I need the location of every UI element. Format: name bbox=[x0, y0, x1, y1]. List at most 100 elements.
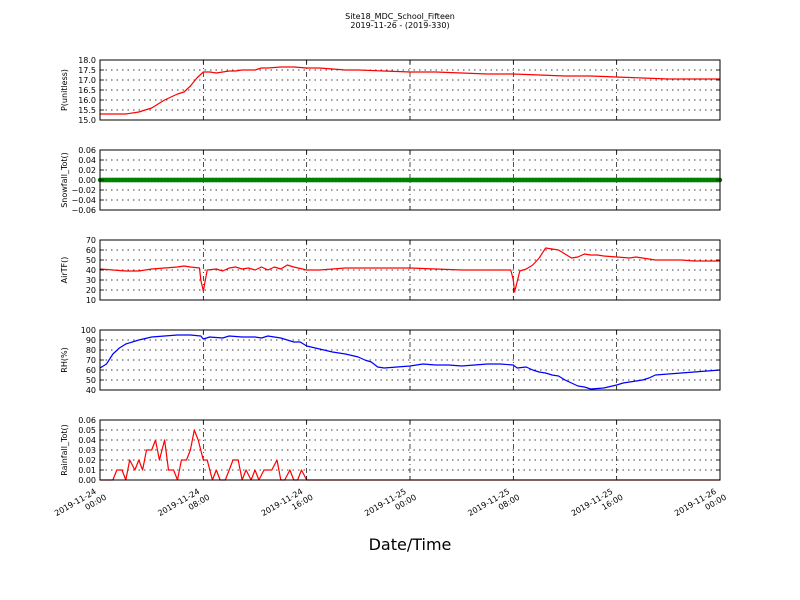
panel-2-marker bbox=[359, 177, 364, 183]
chart-title: Site18_MDC_School_Fifteen bbox=[345, 12, 455, 21]
panel-2-marker bbox=[149, 177, 154, 183]
panel-3-series-line bbox=[99, 247, 720, 293]
panel-2-marker bbox=[475, 177, 481, 183]
panel-2-marker bbox=[246, 177, 251, 183]
panel-2-marker bbox=[675, 177, 681, 183]
xtick-label: 2019-11-2400:00 bbox=[53, 484, 108, 527]
panel-2-marker bbox=[168, 177, 174, 183]
panel-1-ytick-label: 15.5 bbox=[78, 106, 96, 115]
panel-1-ytick-label: 16.0 bbox=[78, 96, 96, 105]
panel-3-ytick-label: 70 bbox=[86, 236, 96, 245]
panel-3-ytick-label: 50 bbox=[86, 256, 96, 265]
panel-2-marker bbox=[369, 177, 374, 183]
panel-2-marker bbox=[494, 177, 500, 183]
panel-2-marker bbox=[278, 177, 284, 183]
panel-2-marker bbox=[243, 177, 248, 183]
panel-2-marker bbox=[117, 177, 122, 183]
panel-4-series-line bbox=[99, 334, 721, 390]
panel-2-marker bbox=[139, 177, 145, 183]
panel-2-marker bbox=[430, 177, 435, 183]
panel-2-marker bbox=[336, 177, 342, 183]
panel-2-marker bbox=[197, 177, 203, 183]
panel-2-marker bbox=[520, 177, 526, 183]
panel-2-marker bbox=[543, 177, 548, 183]
panel-2-marker bbox=[524, 177, 529, 183]
panel-2-marker bbox=[143, 177, 148, 183]
panel-2-ytick-label: 0.02 bbox=[78, 166, 96, 175]
panel-1-ytick-label: 16.5 bbox=[78, 86, 96, 95]
panel-1-series-line bbox=[100, 66, 720, 115]
panel-2-marker bbox=[262, 177, 267, 183]
panel-2-marker bbox=[136, 177, 141, 183]
panel-2-marker bbox=[540, 177, 545, 183]
panel-2-marker bbox=[504, 177, 510, 183]
panel-2-marker bbox=[343, 177, 348, 183]
xtick-label: 2019-11-2416:00 bbox=[260, 484, 315, 527]
panel-2-marker bbox=[268, 177, 274, 183]
panel-3-ytick-label: 10 bbox=[86, 296, 96, 305]
panel-2-ytick-label: 0.06 bbox=[78, 146, 96, 155]
panel-2-marker bbox=[453, 177, 458, 183]
panel-2-marker bbox=[381, 177, 387, 183]
panel-2-marker bbox=[146, 177, 151, 183]
panel-2-marker bbox=[217, 177, 222, 183]
panel-2-marker bbox=[201, 177, 206, 183]
panel-2-marker bbox=[372, 177, 377, 183]
panel-2-marker bbox=[630, 177, 636, 183]
panel-2-marker bbox=[527, 177, 532, 183]
panel-1-ytick-label: 15.0 bbox=[78, 116, 96, 125]
panel-2-marker bbox=[249, 177, 254, 183]
panel-2-marker bbox=[307, 177, 313, 183]
panel-2-marker bbox=[653, 177, 658, 183]
panel-2-marker bbox=[130, 177, 135, 183]
panel-2-marker bbox=[701, 177, 707, 183]
panel-2-marker bbox=[688, 177, 694, 183]
xtick-label: 2019-11-2508:00 bbox=[466, 484, 521, 527]
panel-2-marker bbox=[304, 177, 309, 183]
panel-2-marker bbox=[352, 177, 358, 183]
panel-2-marker bbox=[608, 177, 613, 183]
panel-2-marker bbox=[649, 177, 655, 183]
panel-2-marker bbox=[385, 177, 390, 183]
panel-2-marker bbox=[633, 177, 639, 183]
xtick-label: 2019-11-2600:00 bbox=[673, 484, 728, 527]
panel-2-marker bbox=[349, 177, 355, 183]
panel-2-marker bbox=[582, 177, 587, 183]
panel-2-marker bbox=[443, 177, 448, 183]
xtick-label: 2019-11-2516:00 bbox=[570, 484, 625, 527]
panel-2-marker bbox=[440, 177, 445, 183]
panel-2-ytick-label: −0.02 bbox=[71, 186, 96, 195]
panel-2-marker bbox=[120, 177, 125, 183]
panel-2-marker bbox=[595, 177, 600, 183]
panel-2-marker bbox=[191, 177, 196, 183]
panel-2-marker bbox=[175, 177, 180, 183]
panel-2-marker bbox=[572, 177, 577, 183]
panel-5-ytick-label: 0.04 bbox=[78, 436, 96, 445]
panel-2-marker bbox=[591, 177, 597, 183]
panel-2-marker bbox=[507, 177, 513, 183]
panel-2-marker bbox=[423, 177, 429, 183]
panel-2-marker bbox=[420, 177, 426, 183]
panel-2-marker bbox=[236, 177, 242, 183]
panel-2-marker bbox=[398, 177, 403, 183]
panel-2-marker bbox=[272, 177, 277, 183]
panel-3-ytick-label: 40 bbox=[86, 266, 96, 275]
panel-2-marker bbox=[598, 177, 603, 183]
panel-2-marker bbox=[575, 177, 581, 183]
panel-2-marker bbox=[401, 177, 406, 183]
panel-2-marker bbox=[411, 177, 416, 183]
panel-2-marker bbox=[133, 177, 138, 183]
panel-2-marker bbox=[298, 177, 303, 183]
panel-2-marker bbox=[462, 177, 468, 183]
panel-2-marker bbox=[417, 177, 422, 183]
panel-2-marker bbox=[207, 177, 212, 183]
panel-2-marker bbox=[327, 177, 332, 183]
panel-3-ytick-label: 20 bbox=[86, 286, 96, 295]
panel-2-marker bbox=[530, 177, 535, 183]
panel-2-marker bbox=[569, 177, 574, 183]
panel-2-marker bbox=[230, 177, 235, 183]
panel-2-marker bbox=[188, 177, 193, 183]
panel-2-marker bbox=[624, 177, 629, 183]
panel-5-ytick-label: 0.06 bbox=[78, 416, 96, 425]
